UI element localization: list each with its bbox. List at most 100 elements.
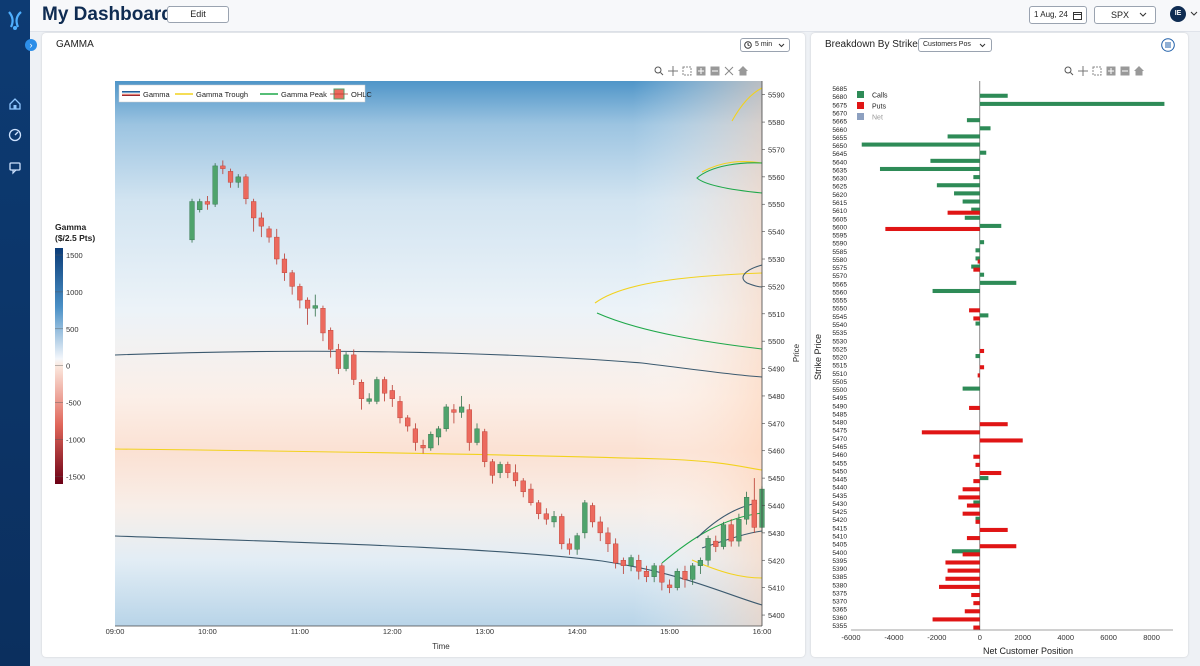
puts-bar bbox=[971, 592, 980, 598]
chat-icon[interactable] bbox=[7, 159, 23, 175]
strike-label: 5400 bbox=[832, 550, 847, 557]
candlestick bbox=[451, 404, 457, 424]
zoom-in-icon[interactable] bbox=[1106, 66, 1116, 76]
x-tick-label: -6000 bbox=[841, 633, 860, 642]
colorbar-tick: -500 bbox=[66, 399, 81, 408]
dark-contour-upper bbox=[114, 350, 763, 378]
calls-bar bbox=[975, 256, 980, 261]
strike-label: 5485 bbox=[832, 411, 847, 418]
symbol-select[interactable]: SPX bbox=[1094, 6, 1156, 24]
legend-label: Gamma bbox=[143, 90, 171, 99]
strike-label: 5555 bbox=[832, 298, 847, 305]
candlestick bbox=[428, 431, 434, 451]
candlestick bbox=[659, 563, 665, 591]
puts-bar bbox=[973, 625, 980, 630]
puts-bar bbox=[973, 316, 980, 321]
candlestick bbox=[351, 349, 357, 385]
expand-sidebar-icon[interactable]: › bbox=[25, 39, 37, 51]
filter-settings-icon[interactable] bbox=[1161, 38, 1175, 52]
pan-icon[interactable] bbox=[1078, 66, 1088, 76]
candlestick bbox=[412, 423, 418, 451]
candlestick bbox=[389, 384, 395, 407]
box-select-icon[interactable] bbox=[682, 66, 692, 76]
puts-bar bbox=[979, 544, 1017, 549]
candlestick bbox=[505, 461, 511, 479]
position-select[interactable]: Customers Pos bbox=[918, 38, 992, 52]
x-tick-label: -4000 bbox=[884, 633, 903, 642]
candlestick bbox=[227, 168, 234, 188]
legend-box bbox=[118, 84, 366, 103]
strike-label: 5525 bbox=[832, 346, 847, 353]
legend-item[interactable]: Net bbox=[857, 113, 883, 122]
edit-button[interactable]: Edit bbox=[167, 6, 229, 23]
legend-item[interactable]: Gamma bbox=[122, 90, 171, 99]
candlestick bbox=[251, 198, 257, 232]
home-icon[interactable] bbox=[1134, 66, 1144, 76]
legend-item[interactable]: Calls bbox=[857, 91, 888, 100]
calls-bar bbox=[971, 264, 980, 269]
candlestick bbox=[589, 502, 596, 528]
colorbar-subtitle: ($/2.5 Pts) bbox=[55, 233, 95, 243]
strike-label: 5405 bbox=[832, 542, 847, 549]
box-select-icon[interactable] bbox=[1092, 66, 1102, 76]
dark-contour-small-1 bbox=[742, 264, 763, 288]
strike-label: 5500 bbox=[832, 387, 847, 394]
zoom-out-icon[interactable] bbox=[710, 66, 720, 76]
candlestick bbox=[335, 343, 341, 375]
puts-bar bbox=[979, 422, 1008, 427]
puts-bar bbox=[979, 527, 1008, 532]
x-tick-label: 0 bbox=[978, 633, 982, 642]
candlestick bbox=[559, 513, 565, 550]
pan-icon[interactable] bbox=[668, 66, 678, 76]
candlestick bbox=[551, 510, 557, 528]
candlestick bbox=[682, 565, 688, 588]
strike-label: 5580 bbox=[832, 257, 847, 264]
x-tick-label: 13:00 bbox=[475, 627, 494, 636]
avatar[interactable]: IE bbox=[1170, 6, 1186, 22]
legend-item[interactable]: OHLC bbox=[330, 88, 372, 100]
puts-bar bbox=[958, 495, 980, 500]
colorbar-tick: 1000 bbox=[66, 288, 83, 297]
y-tick-label: 5570 bbox=[768, 145, 785, 154]
autoscale-icon[interactable] bbox=[724, 66, 734, 76]
y-tick-label: 5410 bbox=[768, 584, 785, 593]
top-bar: My Dashboard Edit 1 Aug, 24 SPX IE bbox=[30, 0, 1200, 32]
strike-label: 5380 bbox=[832, 582, 847, 589]
gauge-icon[interactable] bbox=[7, 127, 23, 143]
strike-label: 5575 bbox=[832, 265, 847, 272]
interval-select[interactable]: 5 min bbox=[740, 38, 790, 52]
legend-item[interactable]: Puts bbox=[857, 102, 887, 111]
legend-label: Net bbox=[872, 115, 883, 122]
zoom-in-icon[interactable] bbox=[696, 66, 706, 76]
strike-label: 5505 bbox=[832, 379, 847, 386]
zoom-icon[interactable] bbox=[654, 66, 664, 76]
legend-item[interactable]: Gamma Trough bbox=[175, 90, 248, 99]
puts-bar bbox=[945, 576, 980, 581]
legend-item[interactable]: Gamma Peak bbox=[260, 90, 327, 99]
date-picker[interactable]: 1 Aug, 24 bbox=[1029, 6, 1087, 24]
strike-label: 5385 bbox=[832, 574, 847, 581]
home-icon[interactable] bbox=[738, 66, 748, 76]
zoom-out-icon[interactable] bbox=[1120, 66, 1130, 76]
puts-bar bbox=[979, 470, 1002, 476]
strike-label: 5570 bbox=[832, 273, 847, 280]
strike-label: 5595 bbox=[832, 233, 847, 240]
zoom-icon[interactable] bbox=[1064, 66, 1074, 76]
account-chevron-icon[interactable] bbox=[1190, 11, 1198, 17]
candlestick bbox=[474, 423, 480, 446]
strike-label: 5655 bbox=[832, 135, 847, 142]
calls-bar bbox=[966, 118, 980, 123]
trough-line-mid bbox=[594, 272, 763, 304]
puts-bar bbox=[973, 454, 980, 459]
strike-label: 5510 bbox=[832, 371, 847, 378]
interval-value: 5 min bbox=[755, 41, 773, 48]
strike-label: 5365 bbox=[832, 607, 847, 614]
strike-label: 5530 bbox=[832, 338, 847, 345]
candlestick bbox=[189, 198, 195, 243]
strike-label: 5605 bbox=[832, 216, 847, 223]
strike-label: 5675 bbox=[832, 102, 847, 109]
strike-label: 5360 bbox=[832, 615, 847, 622]
y-tick-label: 5560 bbox=[768, 173, 785, 182]
strike-label: 5375 bbox=[832, 590, 847, 597]
home-icon[interactable] bbox=[7, 96, 23, 112]
